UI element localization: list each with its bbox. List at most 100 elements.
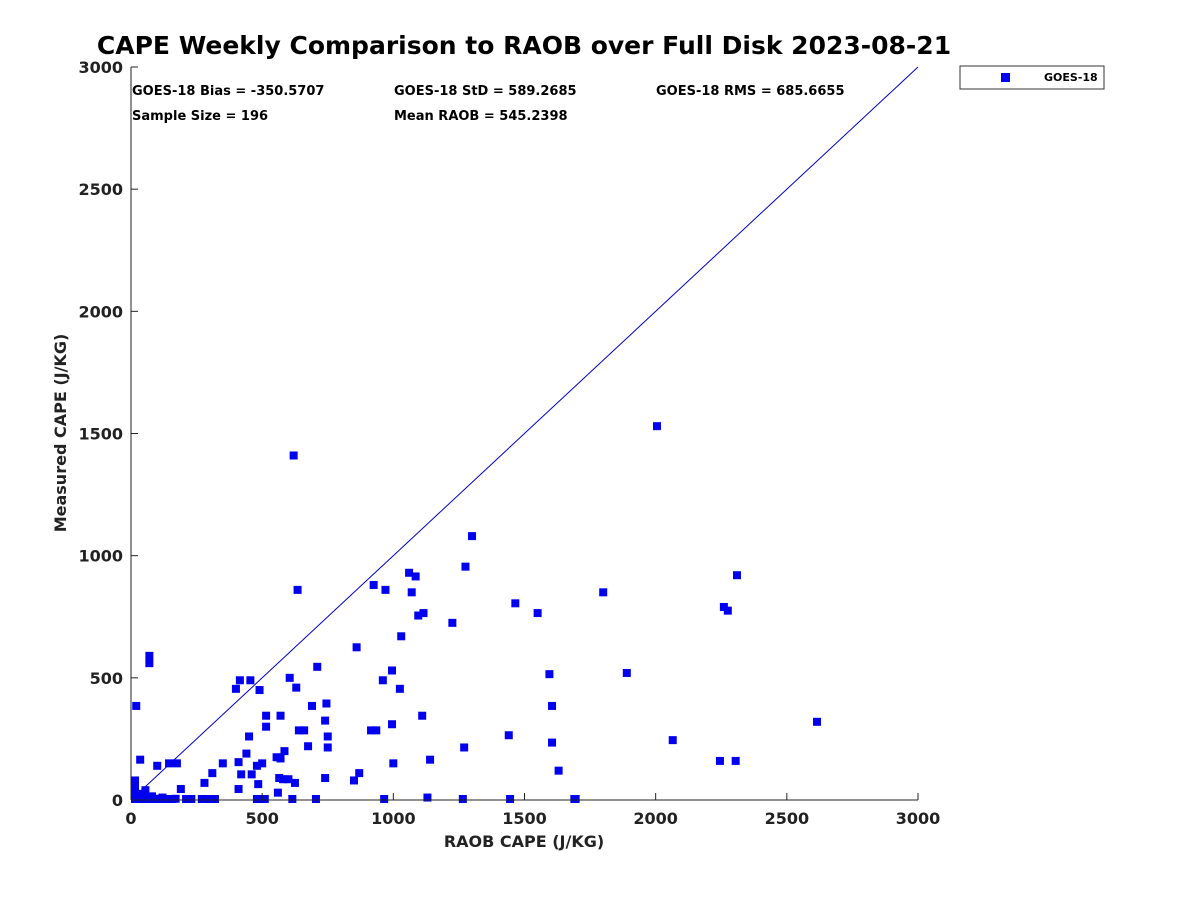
data-point [571,795,580,803]
x-tick-label: 1000 [371,809,416,828]
data-point [252,761,261,770]
data-point [218,759,227,768]
data-point [141,786,150,795]
data-point [461,562,470,571]
data-point [276,754,285,763]
data-point [197,795,206,803]
data-point [255,686,264,695]
data-point [246,676,255,685]
stat-bias: GOES-18 Bias = -350.5707 [132,84,324,99]
data-point [460,743,469,752]
data-point [545,670,554,679]
x-ticks: 0 500 1000 1500 2000 2500 3000 [125,793,940,828]
data-point [294,726,303,735]
data-point [145,651,154,660]
data-point [322,699,331,708]
data-point [652,422,661,431]
data-point [308,701,317,710]
data-point [367,726,376,735]
legend-label-goes-18: GOES-18 [1044,71,1098,84]
data-point [254,780,263,789]
x-tick-label: 3000 [896,809,941,828]
y-ticks: 0 500 1000 1500 2000 2500 3000 [78,58,138,810]
data-point [247,770,256,779]
data-point [210,795,219,803]
data-point [321,774,330,783]
data-point [165,759,174,768]
plot-area: 0 500 1000 1500 2000 2500 3000 0 500 1000 1500 200… [78,58,940,828]
stat-mean-raob: Mean RAOB = 545.2398 [394,109,568,124]
y-tick-label: 0 [112,791,123,810]
data-point [290,778,299,787]
data-point [323,732,332,741]
data-point [205,795,214,803]
y-tick-label: 2500 [78,180,123,199]
data-point [668,736,677,745]
data-point [234,758,243,767]
data-point [380,795,389,803]
data-point [389,759,398,768]
data-point [352,643,361,652]
data-point [349,776,358,785]
data-point [245,732,254,741]
data-point [355,769,364,778]
x-tick-label: 2000 [633,809,678,828]
data-point [369,580,378,589]
data-point [313,662,322,671]
data-point [448,618,457,627]
data-point [176,785,185,794]
data-point [388,666,397,675]
legend-marker-goes-18 [1001,73,1010,82]
data-point [258,759,267,768]
y-tick-label: 2000 [78,302,123,321]
data-point [171,794,180,803]
data-point [280,747,289,756]
data-point [136,755,145,764]
data-point [132,701,141,710]
data-point [723,606,732,615]
x-axis-label: RAOB CAPE (J/KG) [444,832,604,851]
data-point [284,775,293,784]
data-point [732,571,741,580]
data-point [423,793,432,802]
data-point [182,795,191,803]
y-tick-label: 1000 [78,547,123,566]
data-point [378,676,387,685]
data-point [260,795,269,803]
data-point [468,532,477,541]
data-point [153,761,162,770]
data-point [262,722,271,731]
data-point [548,738,557,747]
x-tick-label: 2500 [765,809,810,828]
legend-box [959,65,1105,90]
data-point [533,609,542,618]
data-point [504,731,513,740]
data-point [131,776,139,785]
data-point [622,668,631,677]
y-tick-label: 1500 [78,425,123,444]
data-point [289,451,298,460]
chart-title: CAPE Weekly Comparison to RAOB over Full… [97,31,951,60]
data-point [506,795,515,803]
data-point [311,795,320,803]
legend: GOES-18 [959,65,1105,90]
data-point [235,676,244,685]
data-points [131,422,822,803]
data-point [279,775,288,784]
data-point [242,749,251,758]
data-point [511,599,520,608]
data-point [372,726,381,735]
data-point [715,756,724,765]
data-point [397,632,406,641]
data-point [276,711,285,720]
one-to-one-line [130,66,919,801]
stat-rms: GOES-18 RMS = 685.6655 [656,84,845,99]
data-point [731,756,740,765]
data-point [395,684,404,693]
data-point [131,787,139,796]
data-point [304,742,313,751]
data-point [323,743,332,752]
data-point [293,585,302,594]
y-tick-label: 500 [90,669,123,688]
